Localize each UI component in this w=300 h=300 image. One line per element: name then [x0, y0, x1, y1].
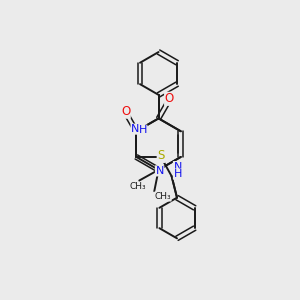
- Text: O: O: [121, 105, 130, 118]
- Text: N: N: [155, 166, 164, 176]
- Text: N: N: [173, 162, 182, 172]
- Text: CH₃: CH₃: [130, 182, 146, 191]
- Text: H: H: [139, 125, 147, 135]
- Text: N: N: [131, 124, 140, 134]
- Text: S: S: [157, 149, 165, 162]
- Text: CH₃: CH₃: [154, 192, 171, 201]
- Text: H: H: [173, 169, 182, 179]
- Text: O: O: [165, 92, 174, 105]
